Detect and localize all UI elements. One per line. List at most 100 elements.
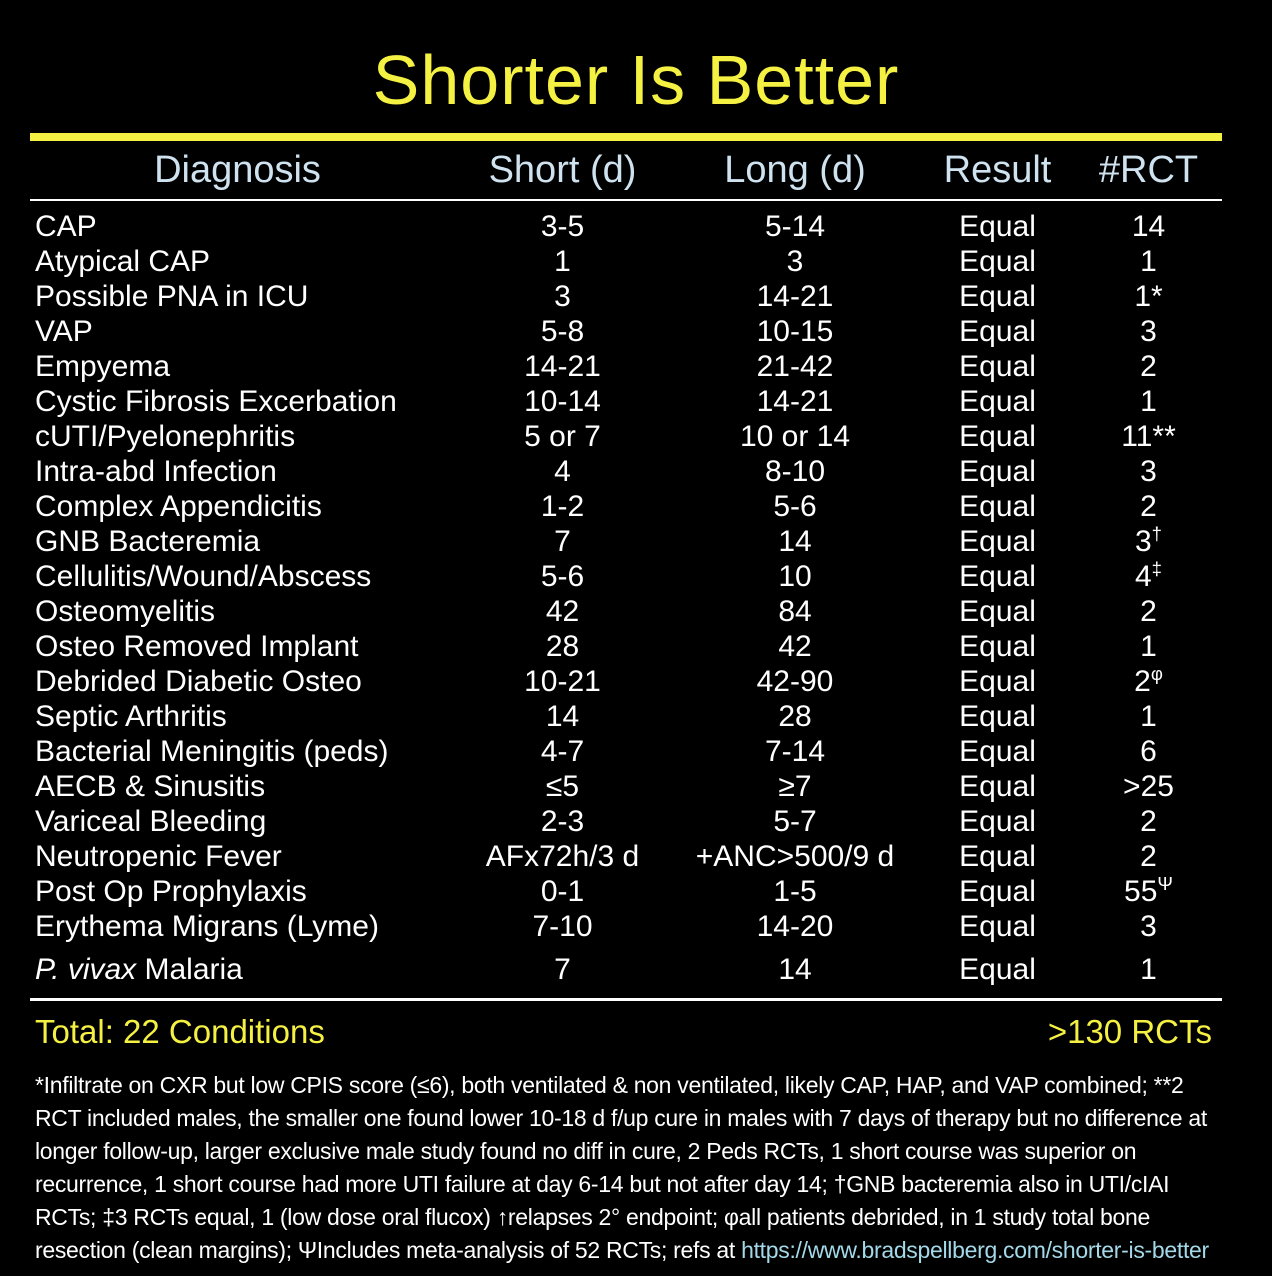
footnote-link[interactable]: https://www.bradspellberg.com/shorter-is… xyxy=(741,1236,1209,1263)
table-row: Atypical CAP 1 3 Equal 1 xyxy=(30,244,1272,279)
cell-rct-count: 1 xyxy=(1085,384,1212,419)
diagnosis-text: AECB & Sinusitis xyxy=(35,770,266,803)
diagnosis-text: Variceal Bleeding xyxy=(35,805,267,838)
cell-long-duration: 21-42 xyxy=(756,350,834,383)
rct-value: 1 xyxy=(1140,245,1157,278)
table-row: AECB & Sinusitis ≤5 ≥7 Equal >25 xyxy=(30,769,1272,804)
cell-rct-count: 11** xyxy=(1085,419,1212,454)
diagnosis-text: Cellulitis/Wound/Abscess xyxy=(35,560,372,593)
rct-value: 3 xyxy=(1134,525,1152,558)
table-header-row: Diagnosis Short (d) Long (d) Result #RCT xyxy=(30,141,1272,199)
cell-long-duration: 1-5 xyxy=(773,875,817,908)
cell-short-duration: AFx72h/3 d xyxy=(485,840,640,873)
cell-long-duration: 3 xyxy=(786,245,804,278)
cell-rct-count: 4‡ xyxy=(1085,559,1212,594)
col-header-diagnosis: Diagnosis xyxy=(154,148,321,191)
rct-value: 1 xyxy=(1140,953,1157,986)
cell-rct-count: 3 xyxy=(1085,909,1212,944)
table-row: Complex Appendicitis 1-2 5-6 Equal 2 xyxy=(30,489,1272,524)
cell-diagnosis: Cystic Fibrosis Excerbation xyxy=(30,384,445,419)
cell-result: Equal xyxy=(959,700,1036,733)
cell-diagnosis: Neutropenic Fever xyxy=(30,839,445,874)
cell-rct-count: 1 xyxy=(1085,629,1212,664)
cell-short-duration: 5-6 xyxy=(540,560,585,593)
cell-short-duration: 3-5 xyxy=(540,210,585,243)
cell-long-duration: 14-21 xyxy=(756,385,834,418)
cell-result: Equal xyxy=(959,210,1036,243)
table-row: Debrided Diabetic Osteo 10-21 42-90 Equa… xyxy=(30,664,1272,699)
cell-rct-count: 6 xyxy=(1085,734,1212,769)
cell-rct-count: 55Ψ xyxy=(1085,874,1212,909)
footnote-line-4: recurrence, 1 short course had more UTI … xyxy=(35,1170,1170,1197)
cell-short-duration: ≤5 xyxy=(545,770,580,803)
cell-diagnosis: Possible PNA in ICU xyxy=(30,279,445,314)
header-divider xyxy=(30,199,1222,201)
cell-rct-count: 1 xyxy=(1085,699,1212,734)
footnote-line-3: longer follow-up, larger exclusive male … xyxy=(35,1137,1137,1164)
rct-value: 55 xyxy=(1124,875,1158,908)
table-row: Cystic Fibrosis Excerbation 10-14 14-21 … xyxy=(30,384,1272,419)
table-row: Septic Arthritis 14 28 Equal 1 xyxy=(30,699,1272,734)
cell-long-duration: 42 xyxy=(778,630,812,663)
cell-short-duration: 5-8 xyxy=(540,315,585,348)
diagnosis-text: Septic Arthritis xyxy=(35,700,227,733)
table-row: Osteo Removed Implant 28 42 Equal 1 xyxy=(30,629,1272,664)
cell-diagnosis: Bacterial Meningitis (peds) xyxy=(30,734,445,769)
cell-result: Equal xyxy=(959,455,1036,488)
rct-value: 14 xyxy=(1131,210,1166,243)
cell-rct-count: 2 xyxy=(1085,839,1212,874)
cell-diagnosis: Osteomyelitis xyxy=(30,594,445,629)
diagnosis-text: Bacterial Meningitis (peds) xyxy=(35,735,389,768)
table-row: Osteomyelitis 42 84 Equal 2 xyxy=(30,594,1272,629)
cell-long-duration: 14 xyxy=(778,525,812,558)
cell-short-duration: 10-14 xyxy=(524,385,601,418)
cell-rct-count: 14 xyxy=(1085,209,1212,244)
cell-diagnosis: AECB & Sinusitis xyxy=(30,769,445,804)
cell-diagnosis: GNB Bacteremia xyxy=(30,524,445,559)
cell-result: Equal xyxy=(959,875,1036,908)
table-row: cUTI/Pyelonephritis 5 or 7 10 or 14 Equa… xyxy=(30,419,1272,454)
rct-value: 1* xyxy=(1134,280,1163,313)
diagnosis-text: Intra-abd Infection xyxy=(35,455,277,488)
cell-result: Equal xyxy=(959,953,1036,986)
table-row: Variceal Bleeding 2-3 5-7 Equal 2 xyxy=(30,804,1272,839)
cell-short-duration: 7-10 xyxy=(532,910,593,943)
cell-short-duration: 5 or 7 xyxy=(524,420,601,453)
table-row: VAP 5-8 10-15 Equal 3 xyxy=(30,314,1272,349)
cell-short-duration: 0-1 xyxy=(540,875,585,908)
cell-result: Equal xyxy=(959,665,1036,698)
cell-diagnosis: Septic Arthritis xyxy=(30,699,445,734)
cell-long-duration: 42-90 xyxy=(756,665,834,698)
cell-short-duration: 1 xyxy=(554,245,571,278)
diagnosis-text: CAP xyxy=(35,210,97,243)
total-row: Total: 22 Conditions >130 RCTs xyxy=(35,1001,1212,1055)
diagnosis-text: Cystic Fibrosis Excerbation xyxy=(35,385,397,418)
rct-value: 1 xyxy=(1140,385,1157,418)
cell-result: Equal xyxy=(959,560,1036,593)
cell-rct-count: 2 xyxy=(1085,594,1212,629)
rct-footnote-mark: † xyxy=(1151,523,1163,544)
diagnosis-italic-part: P. vivax xyxy=(35,953,137,986)
table-row: Empyema 14-21 21-42 Equal 2 xyxy=(30,349,1272,384)
rct-value: 2 xyxy=(1140,840,1157,873)
rct-value: 2 xyxy=(1134,665,1151,698)
footnote-line-2: RCT included males, the smaller one foun… xyxy=(35,1104,1207,1131)
cell-short-duration: 1-2 xyxy=(540,490,585,523)
cell-result: Equal xyxy=(959,525,1036,558)
table-body: CAP 3-5 5-14 Equal 14 Atypical CAP 1 3 E… xyxy=(0,201,1272,987)
rct-value: 6 xyxy=(1140,735,1157,768)
cell-result: Equal xyxy=(959,805,1036,838)
rct-footnote-mark: ‡ xyxy=(1151,558,1163,579)
rct-value: 2 xyxy=(1140,595,1157,628)
cell-short-duration: 2-3 xyxy=(540,805,585,838)
cell-short-duration: 7 xyxy=(554,525,571,558)
table-row: P. vivax Malaria 7 14 Equal 1 xyxy=(30,952,1272,987)
cell-diagnosis: Osteo Removed Implant xyxy=(30,629,445,664)
footnote-line-1: *Infiltrate on CXR but low CPIS score (≤… xyxy=(35,1071,1184,1098)
cell-diagnosis: Intra-abd Infection xyxy=(30,454,445,489)
cell-long-duration: 10-15 xyxy=(756,315,834,348)
col-header-rct: #RCT xyxy=(1098,148,1199,191)
cell-result: Equal xyxy=(959,735,1036,768)
col-header-short: Short (d) xyxy=(488,148,637,191)
col-header-long: Long (d) xyxy=(724,148,866,191)
